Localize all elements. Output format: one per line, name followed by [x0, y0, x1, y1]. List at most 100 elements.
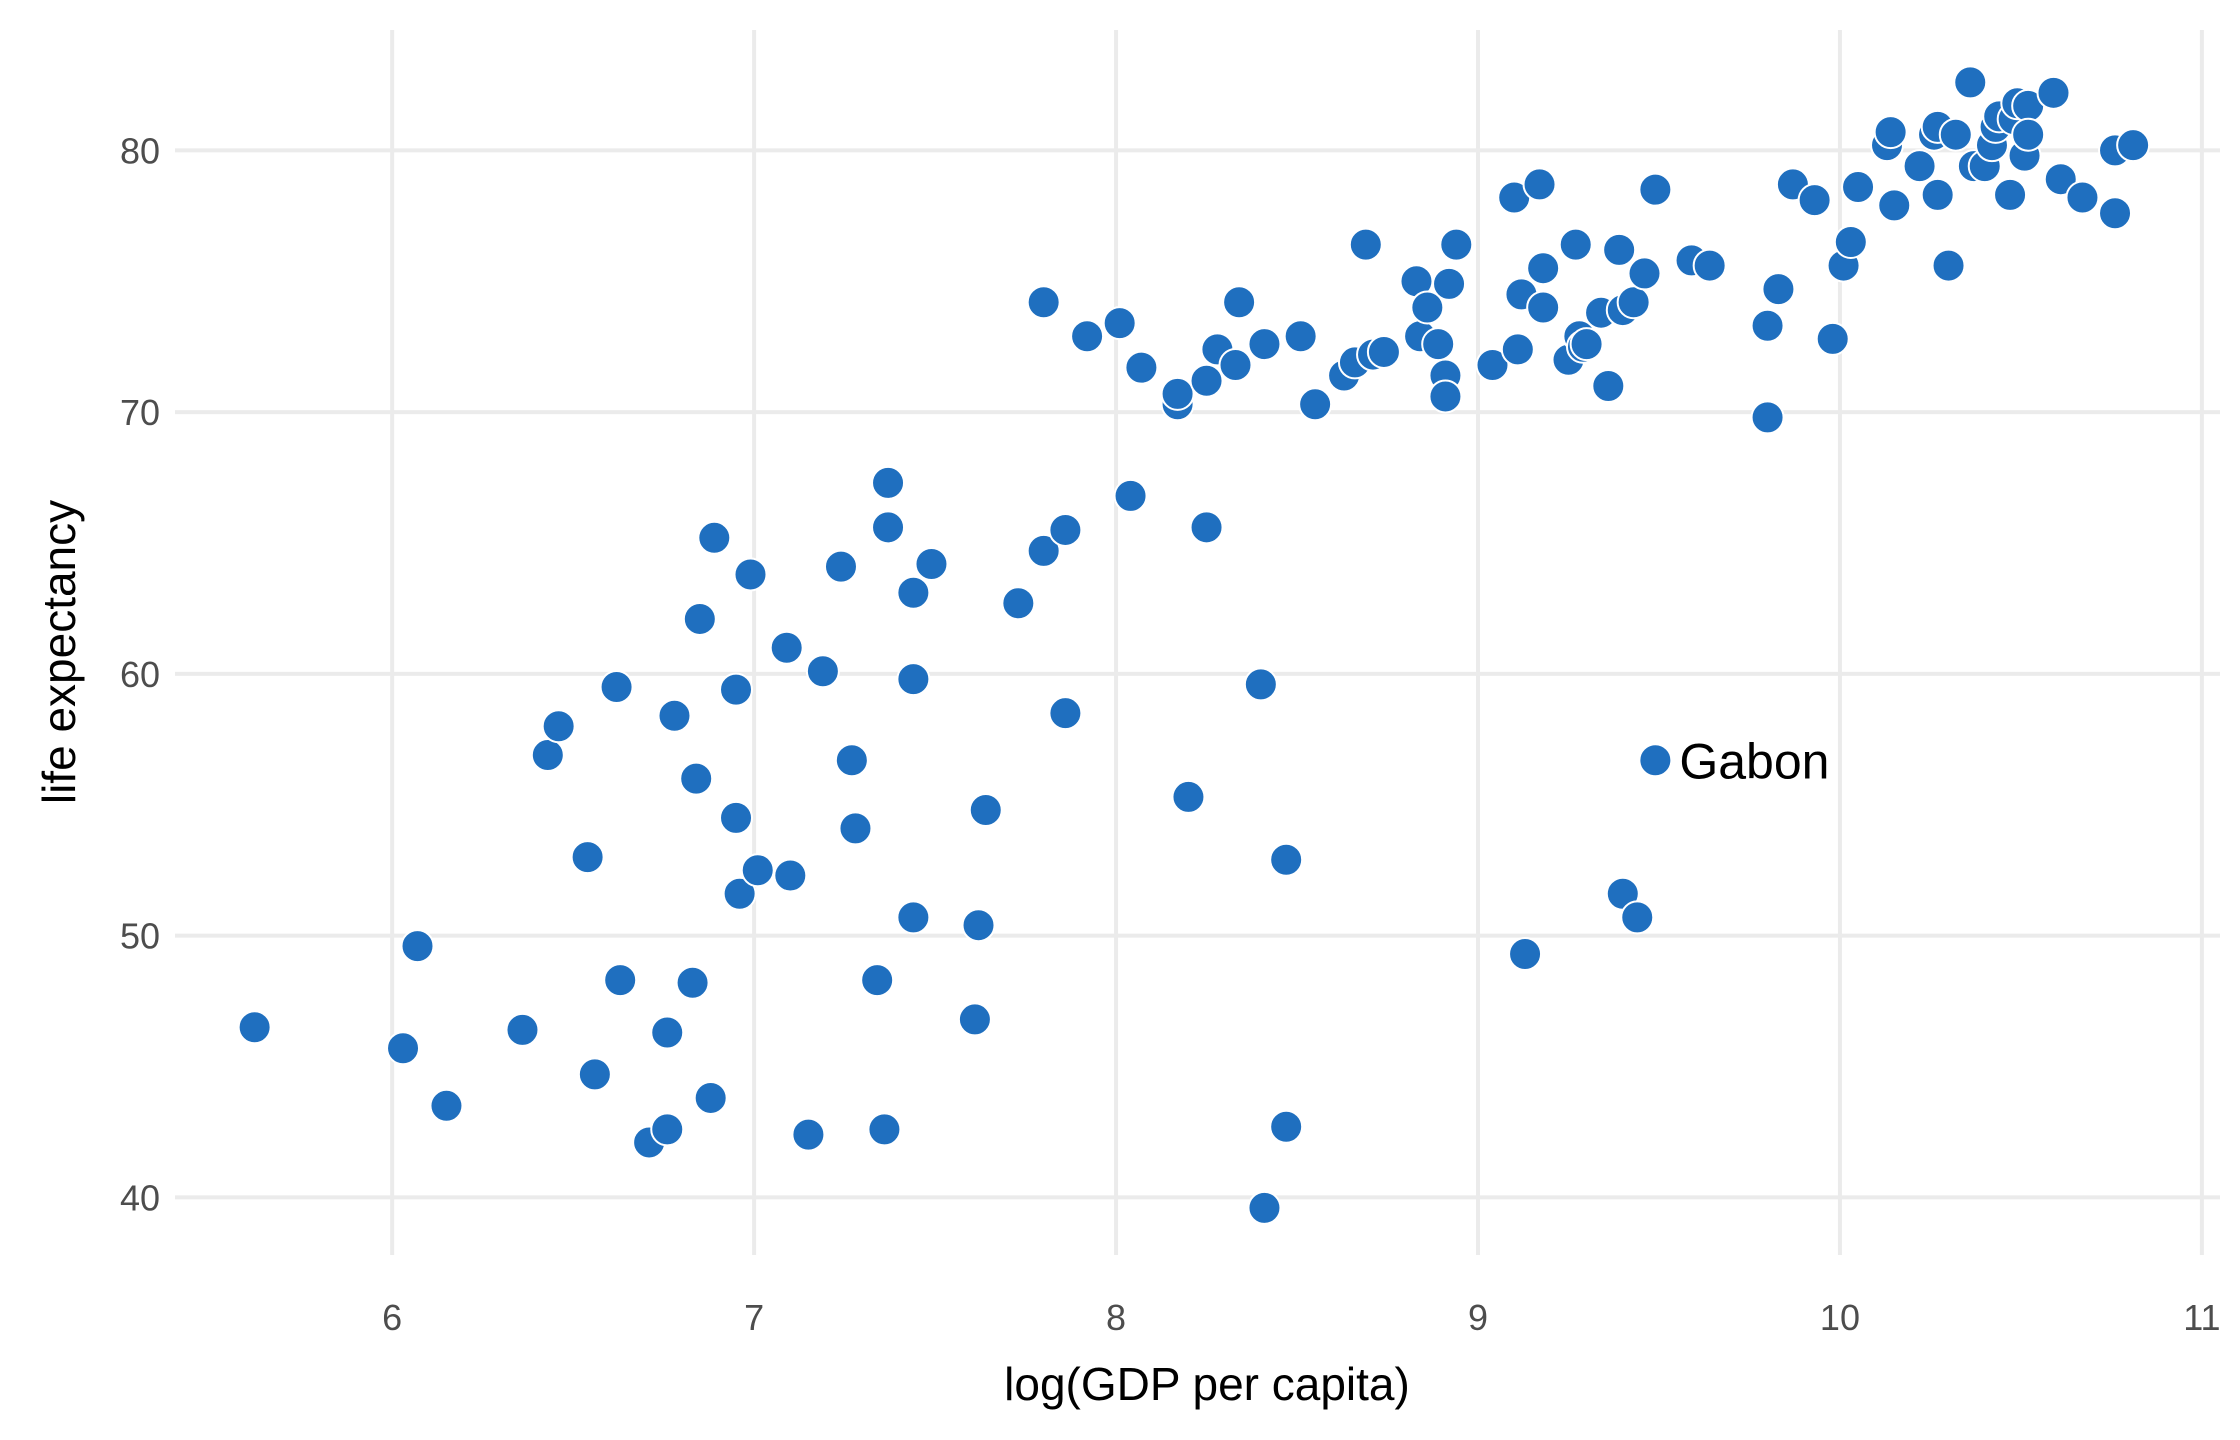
- data-point: [1439, 227, 1474, 262]
- data-point: [1750, 400, 1785, 435]
- data-point: [896, 662, 931, 697]
- data-point: [1873, 115, 1908, 150]
- data-point: [2065, 180, 2100, 215]
- x-tick-label: 8: [1106, 1297, 1126, 1338]
- data-point: [805, 654, 840, 689]
- data-point: [693, 1080, 728, 1115]
- data-point: [1692, 248, 1727, 283]
- gridlines: [175, 30, 2220, 1255]
- data-point: [1508, 936, 1543, 971]
- data-point: [1421, 327, 1456, 362]
- data-point: [1953, 65, 1988, 100]
- data-point: [1620, 900, 1655, 935]
- data-point: [1269, 1109, 1304, 1144]
- data-points: [237, 65, 2151, 1225]
- data-point: [1432, 266, 1467, 301]
- data-point: [1797, 183, 1832, 218]
- data-point: [1522, 167, 1557, 202]
- data-point: [679, 761, 714, 796]
- data-point: [2036, 75, 2071, 110]
- data-point: [1001, 586, 1036, 621]
- data-point: [733, 557, 768, 592]
- data-point: [838, 811, 873, 846]
- data-point: [1124, 350, 1159, 385]
- data-point: [1500, 332, 1535, 367]
- data-point: [957, 1002, 992, 1037]
- data-point: [1638, 743, 1673, 778]
- data-point: [722, 876, 757, 911]
- annotations: Gabon: [1679, 733, 1829, 789]
- data-point: [1189, 510, 1224, 545]
- data-point: [2116, 128, 2151, 163]
- data-point: [1218, 348, 1253, 383]
- data-point: [773, 858, 808, 893]
- data-point: [1283, 319, 1318, 354]
- data-point: [1475, 348, 1510, 383]
- data-point: [657, 698, 692, 733]
- data-point: [2011, 117, 2046, 152]
- x-tick-label: 7: [744, 1297, 764, 1338]
- data-point: [896, 575, 931, 610]
- data-point: [682, 601, 717, 636]
- data-point: [603, 963, 638, 998]
- data-point: [386, 1031, 421, 1066]
- data-point: [1410, 290, 1445, 325]
- data-point: [1026, 285, 1061, 320]
- data-point: [650, 1015, 685, 1050]
- data-point: [1627, 256, 1662, 291]
- data-point: [1833, 225, 1868, 260]
- data-point: [1366, 334, 1401, 369]
- data-point: [719, 800, 754, 835]
- data-point: [1877, 188, 1912, 223]
- data-point: [1113, 478, 1148, 513]
- data-point: [1841, 170, 1876, 205]
- data-point: [1558, 227, 1593, 262]
- data-point: [1348, 227, 1383, 262]
- x-tick-label: 10: [1820, 1297, 1860, 1338]
- data-point: [1171, 779, 1206, 814]
- data-point: [1602, 232, 1637, 267]
- data-point: [1102, 306, 1137, 341]
- data-point: [237, 1010, 272, 1045]
- data-point: [867, 1112, 902, 1147]
- data-point: [1993, 177, 2028, 212]
- data-point: [871, 465, 906, 500]
- data-point: [1638, 172, 1673, 207]
- data-point: [823, 549, 858, 584]
- data-point: [577, 1057, 612, 1092]
- data-point: [650, 1112, 685, 1147]
- data-point: [1920, 177, 1955, 212]
- data-point: [570, 840, 605, 875]
- data-point: [1070, 319, 1105, 354]
- data-point: [1298, 387, 1333, 422]
- y-tick-label: 80: [120, 130, 160, 171]
- data-point: [2098, 196, 2133, 231]
- data-point: [914, 546, 949, 581]
- data-point: [1750, 308, 1785, 343]
- data-point: [961, 908, 996, 943]
- data-point: [1616, 285, 1651, 320]
- data-point: [1938, 117, 1973, 152]
- data-point: [834, 743, 869, 778]
- data-point: [1902, 149, 1937, 184]
- data-point: [968, 793, 1003, 828]
- data-point: [1048, 512, 1083, 547]
- data-point: [2043, 162, 2078, 197]
- data-point: [400, 929, 435, 964]
- data-point: [675, 965, 710, 1000]
- data-point: [429, 1088, 464, 1123]
- data-point: [1269, 842, 1304, 877]
- y-tick-label: 40: [120, 1177, 160, 1218]
- data-point: [860, 963, 895, 998]
- data-point: [530, 738, 565, 773]
- data-point: [1189, 363, 1224, 398]
- data-point: [697, 520, 732, 555]
- tick-labels: 6 7 8 9 10 11 40 50 60 70 80: [120, 130, 2221, 1338]
- data-point: [791, 1117, 826, 1152]
- data-point: [1222, 285, 1257, 320]
- x-tick-label: 9: [1468, 1297, 1488, 1338]
- data-point: [769, 630, 804, 665]
- point-annotation: Gabon: [1679, 733, 1829, 789]
